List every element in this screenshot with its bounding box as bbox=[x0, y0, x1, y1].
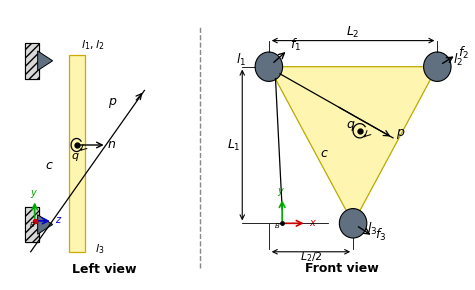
Text: $x$: $x$ bbox=[309, 218, 317, 228]
Text: $L_2/2$: $L_2/2$ bbox=[300, 250, 323, 264]
Bar bbox=[25, 207, 38, 242]
Polygon shape bbox=[269, 67, 437, 223]
Text: $p$: $p$ bbox=[108, 96, 118, 110]
Text: $L_1$: $L_1$ bbox=[227, 137, 240, 153]
Text: $f_1$: $f_1$ bbox=[290, 37, 301, 53]
FancyBboxPatch shape bbox=[25, 43, 38, 79]
Text: $f_2$: $f_2$ bbox=[458, 45, 469, 61]
Bar bbox=[25, 43, 38, 79]
Text: $l_3$: $l_3$ bbox=[368, 221, 378, 237]
Polygon shape bbox=[38, 215, 53, 234]
Text: Left view: Left view bbox=[72, 263, 137, 276]
Text: $c$: $c$ bbox=[45, 159, 53, 172]
Polygon shape bbox=[68, 55, 85, 252]
Text: $y$: $y$ bbox=[29, 188, 38, 200]
Circle shape bbox=[339, 209, 367, 238]
Text: $p$: $p$ bbox=[396, 126, 406, 141]
Text: $q$: $q$ bbox=[71, 151, 80, 163]
Text: $B$: $B$ bbox=[28, 220, 35, 229]
Text: $l_1$: $l_1$ bbox=[237, 52, 247, 68]
Text: $l_2$: $l_2$ bbox=[453, 52, 463, 68]
Text: Front view: Front view bbox=[305, 262, 379, 275]
Text: $n$: $n$ bbox=[107, 139, 116, 151]
Text: $y$: $y$ bbox=[277, 186, 285, 198]
Text: $z$: $z$ bbox=[55, 215, 62, 225]
Text: $l_3$: $l_3$ bbox=[95, 242, 104, 255]
Text: $c$: $c$ bbox=[320, 147, 329, 160]
Circle shape bbox=[255, 52, 283, 81]
Text: $q$: $q$ bbox=[346, 119, 356, 133]
Polygon shape bbox=[38, 51, 53, 70]
Circle shape bbox=[424, 52, 451, 81]
Text: $B$: $B$ bbox=[275, 221, 281, 230]
Text: $l_1, l_2$: $l_1, l_2$ bbox=[81, 38, 104, 52]
FancyBboxPatch shape bbox=[25, 207, 38, 242]
Text: $f_3$: $f_3$ bbox=[375, 227, 387, 243]
Text: $L_2$: $L_2$ bbox=[346, 25, 360, 40]
